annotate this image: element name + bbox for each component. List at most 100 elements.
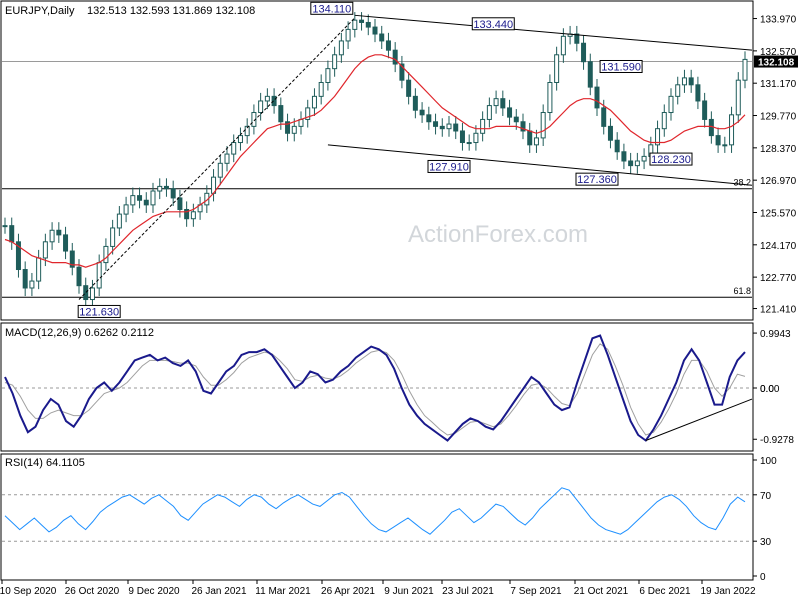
candle-body (217, 162, 223, 178)
candle (433, 113, 439, 135)
candle-body (493, 98, 499, 107)
rsi-axis-tick-label: 70 (760, 491, 772, 502)
candle-body (742, 58, 748, 81)
candle-body (392, 49, 398, 65)
x-tick-label: 7 Sep 2021 (510, 586, 562, 597)
candle (453, 115, 459, 140)
candle-body (614, 139, 620, 153)
annotation-box (427, 159, 471, 173)
current-price-badge (754, 55, 798, 68)
candle (22, 261, 28, 297)
macd-layer (2, 334, 753, 442)
x-tick-label: 9 Jun 2021 (384, 586, 434, 597)
candle-body (22, 269, 28, 289)
price-panel-frame (0, 0, 754, 321)
annotation-label: 134.110 (312, 3, 351, 15)
candle-body (143, 199, 149, 206)
x-tick-label: 26 Oct 2020 (65, 586, 120, 597)
channel-upper-line (354, 14, 753, 51)
candle (473, 125, 479, 151)
axis-layer: 133.970 132.570 131.170 129.770 128.370 126.9… (0, 15, 798, 597)
candle-body (311, 95, 317, 109)
candle (715, 127, 721, 153)
candle (163, 178, 169, 197)
price-annotation: 134.110 (310, 1, 354, 15)
candle (177, 189, 183, 218)
price-annotation: 127.360 (575, 172, 619, 186)
candle-body (137, 195, 143, 201)
candle (385, 32, 391, 59)
candle (668, 88, 674, 121)
rsi-title: RSI(14) 64.1105 (5, 457, 85, 469)
candle (332, 46, 338, 77)
candle (271, 88, 277, 114)
candle-body (453, 123, 459, 132)
price-axis-tick-label: 126.970 (760, 176, 797, 187)
x-tick-label: 9 Dec 2020 (128, 586, 180, 597)
annotation-label: 127.910 (429, 161, 469, 173)
candle (231, 134, 237, 163)
macd-trend-line (645, 398, 753, 441)
x-tick-label: 6 Dec 2021 (639, 586, 691, 597)
macd-axis-tick-label: -0.9278 (760, 435, 794, 446)
candle (130, 187, 136, 213)
candle (466, 134, 472, 151)
candle (150, 182, 156, 213)
candle (49, 222, 55, 250)
candle-body (231, 142, 237, 155)
candle-body (63, 234, 69, 252)
candle-body (446, 123, 452, 130)
candle (224, 145, 230, 172)
candle (702, 92, 708, 128)
candle-body (318, 82, 324, 97)
candle-body (634, 160, 640, 167)
candle-body (379, 33, 385, 42)
x-tick-label: 23 Jul 2021 (442, 586, 494, 597)
candle-body (271, 95, 277, 107)
candle (406, 72, 412, 105)
candle (493, 90, 499, 114)
candle-body (15, 241, 21, 271)
price-axis-tick-label: 124.170 (760, 241, 797, 252)
rsi-axis-tick-label: 0 (760, 572, 766, 583)
candle (459, 122, 465, 151)
price-axis-tick-label: 125.570 (760, 208, 797, 219)
candle-body (177, 197, 183, 210)
candle (116, 206, 122, 237)
candle (311, 88, 317, 116)
candle-body (433, 121, 439, 127)
candle-body (675, 84, 681, 97)
candle-body (170, 188, 176, 199)
candle (29, 272, 35, 297)
candle-body (116, 213, 122, 229)
candle (56, 222, 62, 243)
candle (614, 132, 620, 160)
x-tick-label: 11 Mar 2021 (255, 586, 311, 597)
macd-axis-tick-label: 0.9943 (760, 329, 791, 340)
annotation-label: 128.230 (651, 154, 691, 166)
candle (143, 192, 149, 213)
macd-axis-tick-label: 0.00 (760, 384, 780, 395)
candle (594, 79, 600, 116)
annotation-box (471, 17, 515, 31)
candle (379, 25, 385, 50)
candle (547, 74, 553, 121)
candle-body (668, 95, 674, 114)
candle-body (641, 155, 647, 162)
candle-body (520, 121, 526, 132)
candle-body (655, 128, 661, 146)
ohlc-values: 132.513 132.593 131.869 132.108 (87, 5, 255, 17)
x-tick-label: 10 Sep 2020 (0, 586, 57, 597)
candle (338, 32, 344, 63)
fib-level-label: 38.2 (733, 178, 751, 188)
candle (587, 53, 593, 96)
candle-body (459, 130, 465, 144)
candle-body (291, 125, 297, 134)
price-annotation: 121.630 (77, 304, 121, 318)
candle (264, 88, 270, 110)
candle-body (372, 26, 378, 35)
candle (392, 42, 398, 73)
candle-body (345, 28, 351, 42)
candle-body (110, 227, 116, 247)
candle (480, 111, 486, 142)
